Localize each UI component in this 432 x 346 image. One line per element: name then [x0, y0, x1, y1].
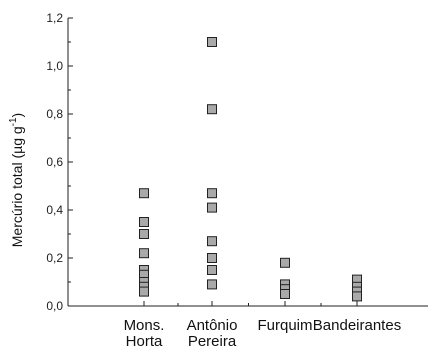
y-axis-label-close: ) — [9, 113, 25, 118]
data-point — [207, 265, 217, 275]
category-label-line: Mons. — [124, 317, 165, 334]
y-tick-label: 0,8 — [46, 107, 63, 121]
data-point — [207, 279, 217, 290]
data-point — [139, 229, 149, 239]
data-point — [280, 289, 290, 299]
category-label-line: Horta — [126, 333, 163, 346]
category-labels: Mons. Horta Antônio Pereira Furquim Bandeiran… — [124, 317, 402, 346]
data-point — [207, 188, 217, 199]
y-tick-label: 0,2 — [46, 251, 63, 265]
y-ticks: 0,0 0,2 0,4 0,6 0,8 1,0 1,2 — [46, 11, 358, 313]
data-point — [280, 257, 290, 268]
data-point — [352, 291, 362, 302]
y-tick-label: 1,0 — [46, 59, 63, 73]
data-point — [207, 202, 217, 213]
category-label: Bandeirantes — [313, 317, 401, 334]
category-label: Mons. Horta — [124, 317, 165, 346]
axes — [67, 18, 428, 307]
data-point — [207, 253, 217, 263]
category-label-line: Pereira — [188, 333, 237, 346]
y-axis-label-main: Mercúrio total (µg g — [9, 126, 25, 247]
y-tick-label: 0,0 — [46, 299, 63, 313]
data-point — [207, 37, 217, 47]
data-points — [139, 37, 362, 302]
category-label: Antônio Pereira — [187, 317, 238, 346]
data-point — [139, 286, 149, 297]
category-label: Furquim — [257, 317, 312, 334]
y-tick-label: 1,2 — [46, 11, 63, 25]
data-point — [139, 217, 149, 227]
category-label-line: Antônio — [187, 317, 238, 334]
y-axis-label: Mercúrio total (µg g-1) — [8, 113, 25, 247]
category-label-line: Bandeirantes — [313, 317, 401, 334]
category-label-line: Furquim — [257, 317, 312, 334]
y-axis-label-superscript: -1 — [8, 117, 19, 126]
y-tick-label: 0,6 — [46, 155, 63, 169]
data-point — [207, 236, 217, 247]
data-point — [139, 248, 149, 259]
y-tick-label: 0,4 — [46, 203, 63, 217]
data-point — [207, 104, 217, 115]
data-point — [139, 188, 149, 199]
